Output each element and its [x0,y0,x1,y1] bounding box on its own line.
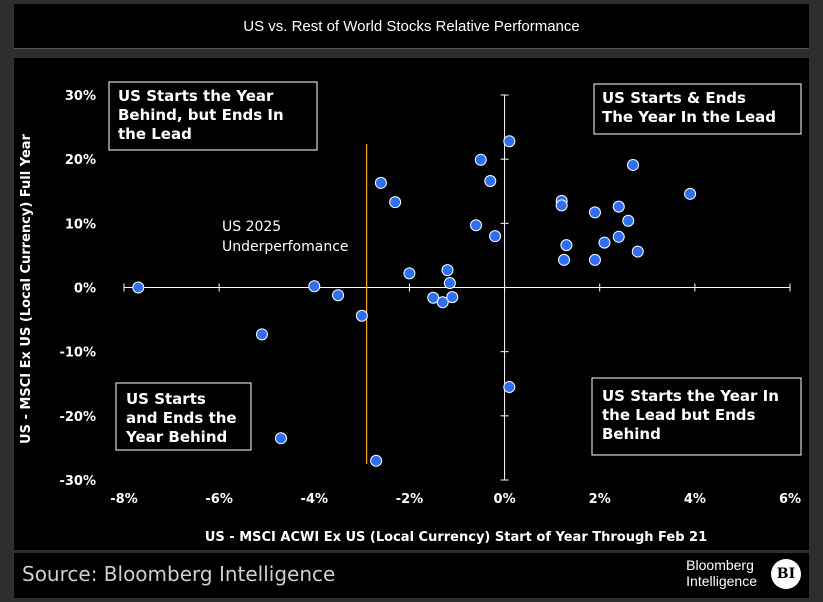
brand-line-2: Intelligence [686,573,757,589]
data-point [374,176,387,189]
data-point [627,158,640,171]
quadrant-label-text: US Starts the Year [118,87,274,105]
quadrant-label-box [108,81,318,151]
data-point [684,187,697,200]
quadrant-label-box [593,83,802,135]
data-point [403,267,416,280]
x-tick-label: 2% [589,492,611,507]
x-tick-label: 4% [684,492,706,507]
quadrant-label-text: and Ends the [126,409,237,427]
quadrant-label-text: US Starts & Ends [602,89,746,107]
data-point [503,135,516,148]
x-axis-title: US - MSCI ACWI Ex US (Local Currency) St… [205,530,707,545]
data-point [308,280,321,293]
y-tick-label: 10% [65,217,96,232]
data-point [612,230,625,243]
y-tick-label: -20% [59,410,96,425]
us-2025-annotation: Underperfomance [222,239,349,255]
data-point [588,253,601,266]
data-point [255,328,268,341]
y-tick-label: 0% [74,282,96,297]
data-point [274,432,287,445]
data-point [631,245,644,258]
data-point [588,206,601,219]
y-tick-label: 30% [65,89,96,104]
quadrant-label-box [591,377,802,456]
quadrant-label-text: US Starts the Year In [602,387,779,405]
x-tick-label: -8% [110,492,137,507]
y-tick-label: 20% [65,153,96,168]
chart-title-bar: US vs. Rest of World Stocks Relative Per… [14,4,809,49]
data-point [598,236,611,249]
data-point [132,281,145,294]
quadrant-label-text: the Lead but Ends [602,406,756,424]
data-point [503,380,516,393]
us-2025-annotation: US 2025 [222,219,281,235]
data-point [560,239,573,252]
x-tick-label: -6% [205,492,232,507]
data-point [441,264,454,277]
bi-logo-icon: BI [771,559,801,589]
data-point [612,200,625,213]
data-point [427,291,440,304]
y-tick-label: -10% [59,346,96,361]
quadrant-label-text: Behind, but Ends In [118,106,284,124]
quadrant-label-text: Behind [602,425,661,443]
data-point [474,153,487,166]
x-tick-label: -2% [396,492,423,507]
data-point [622,214,635,227]
source-note: Source: Bloomberg Intelligence [22,562,336,586]
data-point [332,289,345,302]
data-point [484,174,497,187]
quadrant-label-text: the Lead [118,125,192,143]
quadrant-label-text: US Starts [126,390,206,408]
plot-panel: -8% -6% -4% -2% 0% 2% 4% 6% 30% 20% 10% 0% -10% -20% -… [14,58,809,550]
x-tick-label: -4% [301,492,328,507]
data-point [470,219,483,232]
footer: Source: Bloomberg Intelligence Bloomberg… [14,553,809,598]
data-point [436,296,449,309]
scatter-plot: -8% -6% -4% -2% 0% 2% 4% 6% 30% 20% 10% 0% -10% -20% -… [19,81,802,545]
data-point [558,253,571,266]
data-point [555,199,568,212]
x-tick-label: 6% [779,492,801,507]
data-point [389,196,402,209]
quadrant-label-box [115,382,252,451]
x-tick-label: 0% [494,492,516,507]
quadrant-label-text: The Year In the Lead [602,108,776,126]
y-tick-label: -30% [59,474,96,489]
data-point [443,277,456,290]
data-point [355,309,368,322]
data-point [446,291,459,304]
brand-line-1: Bloomberg [686,557,754,573]
brand-wordmark: Bloomberg Intelligence [686,557,757,589]
data-point [370,454,383,467]
chart-title: US vs. Rest of World Stocks Relative Per… [243,17,580,35]
y-axis-title: US - MSCI Ex US (Local Currency) Full Ye… [19,133,34,443]
quadrant-label-text: Year Behind [125,428,227,446]
data-point [489,230,502,243]
